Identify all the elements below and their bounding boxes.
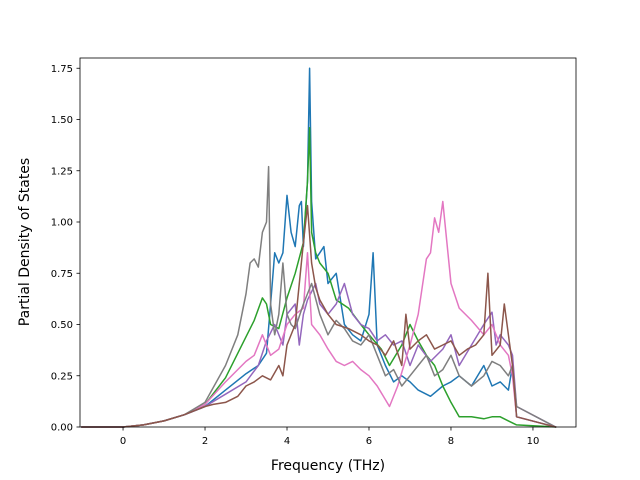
- plot-frame: [79, 57, 577, 428]
- series-line-6: [81, 204, 557, 428]
- series-line-4: [81, 200, 557, 428]
- x-tick-label: 2: [202, 436, 208, 447]
- x-axis-ticks: 0 2 4 6 8 10: [120, 427, 539, 447]
- y-tick-label: 0.75: [51, 269, 73, 280]
- x-tick-label: 6: [366, 436, 372, 447]
- x-tick-label: 4: [284, 436, 290, 447]
- series-line-1: [81, 67, 557, 428]
- y-axis-title: Partial Density of States: [17, 158, 33, 326]
- x-tick-label: 10: [527, 436, 540, 447]
- x-tick-label: 0: [120, 436, 126, 447]
- plot-lines: [81, 67, 557, 429]
- y-tick-label: 0.00: [51, 423, 73, 434]
- x-axis-title: Frequency (THz): [271, 458, 385, 474]
- y-tick-label: 1.50: [51, 115, 73, 126]
- series-line-5: [81, 165, 557, 429]
- y-axis-ticks: 0.00 0.25 0.50 0.75 1.00 1.25 1.50 1.75: [51, 64, 80, 434]
- series-line-3: [81, 282, 557, 429]
- y-tick-label: 1.00: [51, 218, 73, 229]
- y-tick-label: 1.25: [51, 166, 73, 177]
- y-tick-label: 1.75: [51, 64, 73, 75]
- y-tick-label: 0.25: [51, 371, 73, 382]
- y-tick-label: 0.50: [51, 320, 73, 331]
- x-tick-label: 8: [448, 436, 454, 447]
- series-line-2: [81, 126, 557, 428]
